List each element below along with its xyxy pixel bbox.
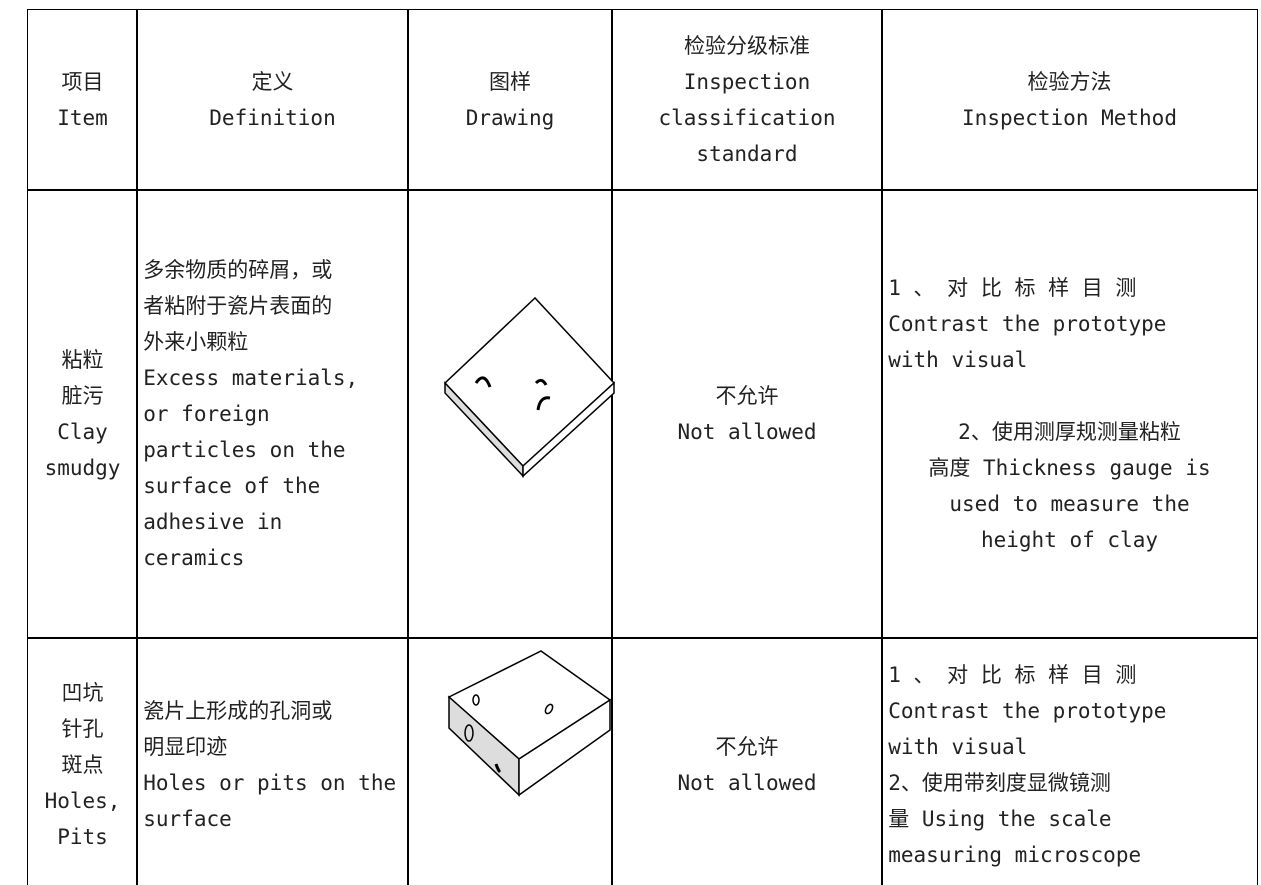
item-cell: 粘粒脏污 Clay smudgy (27, 189, 138, 639)
paragraph: 凹坑针孔斑点 Holes, Pits (34, 675, 131, 855)
paragraph: 项目 Item (34, 64, 131, 136)
text-line: Inspection (683, 70, 811, 94)
standard-cell: 不允许 Not allowed (611, 637, 883, 885)
text-line: surface (143, 807, 232, 831)
paragraph: 2、使用测厚规测量粘粒高度 Thickness gauge is used to … (888, 414, 1251, 558)
text-line: 1 、 对 比 标 样 目 测 (888, 276, 1137, 300)
method-cell: 1 、 对 比 标 样 目 测 Contrast the prototype wit… (881, 189, 1258, 639)
paragraph: 1 、 对 比 标 样 目 测 Contrast the prototype wit… (888, 270, 1251, 378)
text-line: Holes, (44, 789, 121, 813)
method-cell: 1 、 对 比 标 样 目 测 Contrast the prototype wit… (881, 637, 1258, 885)
text-line: 外来小颗粒 (143, 330, 249, 354)
text-line: with visual (888, 735, 1028, 759)
definition-cell: 多余物质的碎屑，或 者粘附于瓷片表面的 外来小颗粒 Excess materials,… (136, 189, 409, 639)
header-cell: 检验分级标准 Inspection classification standard (611, 9, 883, 191)
definition-cell: 瓷片上形成的孔洞或 明显印迹 Holes or pits on the surface (136, 637, 409, 885)
text-line: 凹坑 (61, 681, 104, 705)
text-line: Drawing (465, 106, 555, 130)
standard-cell: 不允许 Not allowed (611, 189, 883, 639)
text-line: Clay (57, 420, 108, 444)
drawing-cell (407, 637, 613, 885)
text-line: height of clay (980, 528, 1158, 552)
text-line: 瓷片上形成的孔洞或 (143, 699, 333, 723)
paragraph: 检验分级标准 Inspection classification standard (618, 28, 876, 172)
text-line: 2、使用测厚规测量粘粒 (958, 420, 1181, 444)
paragraph: 不允许 Not allowed (618, 729, 876, 801)
paragraph: 不允许 Not allowed (618, 378, 876, 450)
text-line: 检验分级标准 (684, 34, 810, 58)
text-line: 斑点 (61, 753, 104, 777)
paragraph: 粘粒脏污 Clay smudgy (34, 342, 131, 486)
text-line: surface of the (143, 474, 321, 498)
text-line: 针孔 (61, 717, 104, 741)
text-line: Contrast the prototype (888, 312, 1167, 336)
item-cell: 凹坑针孔斑点 Holes, Pits (27, 637, 138, 885)
drawing-cell (407, 189, 613, 639)
text-line: Not allowed (677, 771, 817, 795)
text-line: used to measure the (949, 492, 1190, 516)
paragraph: 定义 Definition (143, 64, 402, 136)
text-line: Not allowed (677, 420, 817, 444)
text-line: standard (696, 142, 798, 166)
text-line: Definition (209, 106, 336, 130)
text-line: 者粘附于瓷片表面的 (143, 294, 333, 318)
text-line: 检验方法 (1027, 70, 1112, 94)
text-line: 粘粒 (61, 348, 104, 372)
text-line: 明显印迹 (143, 735, 228, 759)
text-line: 1 、 对 比 标 样 目 测 (888, 663, 1137, 687)
text-line: 图样 (489, 70, 531, 94)
text-line: adhesive in (143, 510, 283, 534)
header-cell: 检验方法 Inspection Method (881, 9, 1258, 191)
text-line: Pits (57, 825, 108, 849)
text-line: ceramics (143, 546, 245, 570)
paragraph: 图样 Drawing (414, 64, 606, 136)
text-line: 多余物质的碎屑，或 (143, 258, 333, 282)
clay-drawing (443, 296, 616, 478)
text-line: smudgy (44, 456, 121, 480)
header-cell: 项目 Item (27, 9, 138, 191)
text-line: 量 Using the scale (888, 807, 1112, 831)
text-line: Holes or pits on the (143, 771, 397, 795)
paragraph: 1 、 对 比 标 样 目 测 Contrast the prototype wit… (888, 657, 1251, 873)
text-line: 脏污 (61, 384, 104, 408)
text-line: 定义 (251, 70, 294, 94)
holes-drawing (447, 650, 612, 797)
text-line: Item (57, 106, 108, 130)
header-cell: 图样 Drawing (407, 9, 613, 191)
text-line: Excess materials, (143, 366, 359, 390)
text-line: classification (658, 106, 836, 130)
paragraph: 检验方法 Inspection Method (888, 64, 1251, 136)
text-line: 2、使用带刻度显微镜测 (888, 771, 1111, 795)
text-line: 不允许 (715, 384, 779, 408)
paragraph: 瓷片上形成的孔洞或 明显印迹 Holes or pits on the surface (143, 693, 402, 837)
text-line: with visual (888, 348, 1028, 372)
header-cell: 定义 Definition (136, 9, 409, 191)
text-line: 项目 (61, 70, 104, 94)
text-line: Inspection Method (962, 106, 1177, 130)
text-line: Contrast the prototype (888, 699, 1167, 723)
text-line: particles on the (143, 438, 346, 462)
paragraph: 多余物质的碎屑，或 者粘附于瓷片表面的 外来小颗粒 Excess materials,… (143, 252, 402, 576)
text-line: measuring microscope (888, 843, 1142, 867)
text-line: or foreign (143, 402, 270, 426)
text-line: 高度 Thickness gauge is (928, 456, 1211, 480)
text-line: 不允许 (715, 735, 779, 759)
